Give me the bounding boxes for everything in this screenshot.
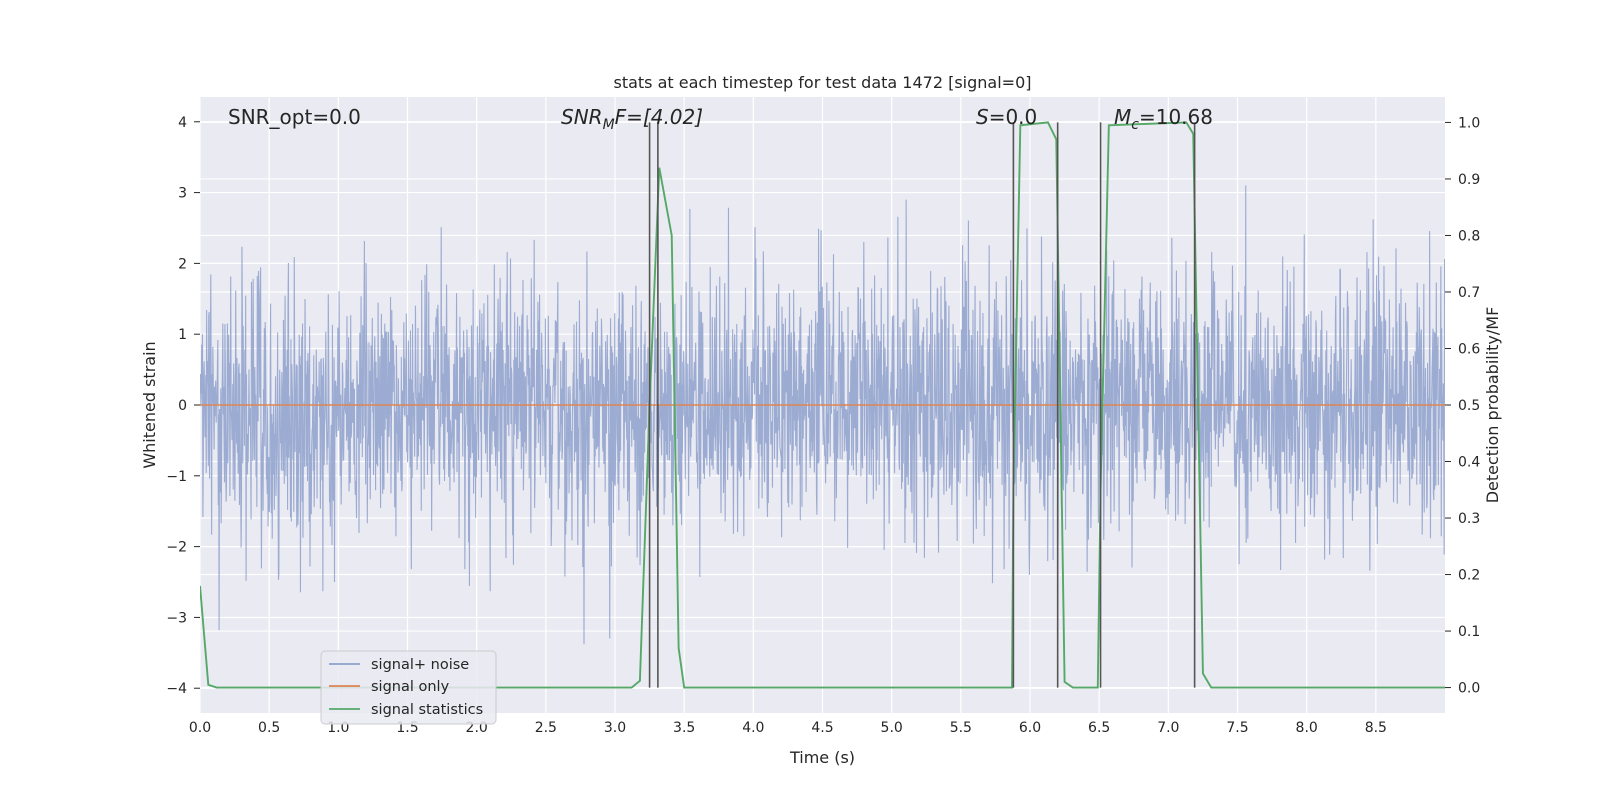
y-right-tick-label: 0.0 (1458, 681, 1480, 697)
chart-title: stats at each timestep for test data 147… (613, 73, 1031, 92)
x-tick-label: 3.5 (673, 720, 695, 736)
annotation-s: S=0.0 (976, 105, 1037, 129)
annotation-mc-base: M (1114, 105, 1131, 129)
y-tick-label: 4 (178, 115, 187, 131)
annotation-snr-mf: SNRMF=[4.02] (561, 105, 703, 133)
annotation-snr-mf-f: F=[4.02] (615, 105, 703, 129)
y-right-tick-label: 0.8 (1458, 228, 1480, 244)
y-right-tick-label: 0.5 (1458, 398, 1480, 414)
annotation-snr-mf-base: SNR (561, 105, 603, 129)
x-tick-label: 7.5 (1226, 720, 1248, 736)
y-right-tick-label: 0.9 (1458, 172, 1480, 188)
y-tick-label: 3 (178, 186, 187, 202)
y-axis-ticks: 4 3 2 1 0 −1 −2 −3 −4 (166, 115, 200, 697)
y-tick-label: 1 (178, 327, 187, 343)
y-tick-label: 2 (178, 256, 187, 272)
x-tick-label: 4.5 (811, 720, 833, 736)
legend-label-signal-only: signal only (371, 679, 450, 695)
series-signal-noise-line (200, 185, 1445, 645)
y-axis-label: Whitened strain (140, 341, 159, 468)
y-tick-label: −4 (166, 681, 187, 697)
x-tick-label: 6.5 (1088, 720, 1110, 736)
series-signal-statistics-line (200, 121, 1445, 689)
x-tick-label: 4.0 (742, 720, 764, 736)
y-tick-label: −3 (166, 610, 187, 626)
y-right-tick-label: 0.7 (1458, 285, 1480, 301)
y-right-tick-label: 0.3 (1458, 511, 1480, 527)
y-axis-right-ticks: 1.0 0.9 0.8 0.7 0.6 0.5 0.4 0.3 0.2 0.1 0.0 (1445, 115, 1480, 697)
y-right-tick-label: 1.0 (1458, 115, 1480, 131)
y-axis-right-label: Detection probability/MF (1483, 307, 1502, 504)
legend: signal+ noise signal only signal statist… (320, 650, 497, 725)
x-tick-label: 5.0 (881, 720, 903, 736)
vertical-markers (648, 122, 1196, 688)
annotation-s-value: =0.0 (989, 105, 1038, 129)
y-right-tick-label: 0.2 (1458, 568, 1480, 584)
x-tick-label: 7.0 (1157, 720, 1179, 736)
y-right-tick-label: 0.1 (1458, 624, 1480, 640)
y-tick-label: −1 (166, 469, 187, 485)
series-signal-noise (200, 185, 1445, 645)
x-tick-label: 0.0 (189, 720, 211, 736)
series-signal-statistics (200, 121, 1445, 689)
x-tick-label: 8.0 (1296, 720, 1318, 736)
annotation-mc-value: =10.68 (1139, 105, 1213, 129)
annotation-mc: Mc=10.68 (1114, 105, 1213, 133)
x-tick-label: 2.5 (535, 720, 557, 736)
legend-label-signal-statistics: signal statistics (371, 702, 483, 718)
annotation-mc-sub: c (1131, 117, 1139, 133)
x-tick-label: 5.5 (950, 720, 972, 736)
legend-box (320, 650, 497, 725)
x-axis-label: Time (s) (789, 748, 855, 767)
x-tick-label: 3.0 (604, 720, 626, 736)
y-right-tick-label: 0.4 (1458, 455, 1480, 471)
x-tick-label: 0.5 (258, 720, 280, 736)
y-tick-label: 0 (178, 398, 187, 414)
x-tick-label: 6.0 (1019, 720, 1041, 736)
y-right-tick-label: 0.6 (1458, 341, 1480, 357)
legend-label-signal-noise: signal+ noise (371, 657, 469, 673)
annotation-snr-opt: SNR_opt=0.0 (228, 105, 361, 129)
y-tick-label: −2 (166, 540, 187, 556)
annotation-snr-mf-sub: M (603, 117, 615, 133)
annotation-s-var: S (976, 105, 989, 129)
x-tick-label: 8.5 (1365, 720, 1387, 736)
